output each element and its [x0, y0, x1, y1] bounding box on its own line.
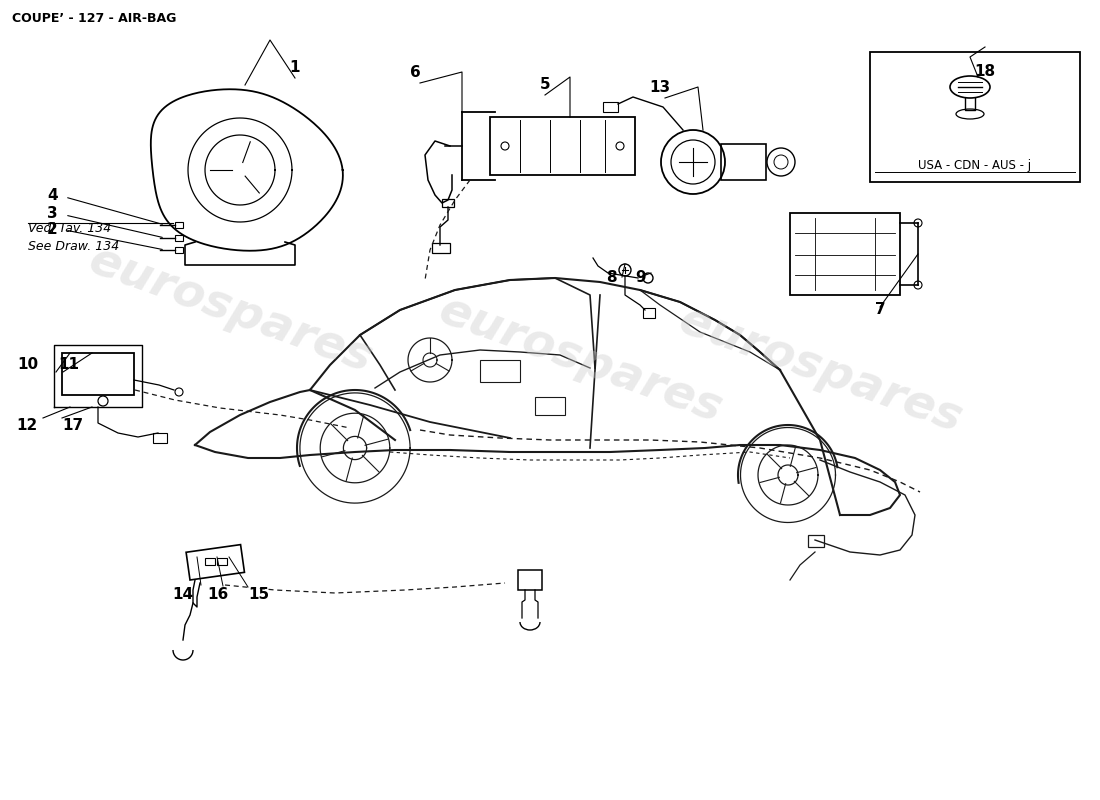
Text: 1: 1 [289, 60, 300, 75]
Bar [432, 243, 450, 253]
Text: 12: 12 [16, 418, 38, 433]
Bar [603, 102, 618, 112]
Bar [186, 545, 244, 580]
Text: Vedi Tav. 134: Vedi Tav. 134 [28, 222, 111, 235]
Text: See Draw. 134: See Draw. 134 [28, 240, 119, 253]
Text: eurospares: eurospares [432, 288, 728, 432]
Text: 8: 8 [606, 270, 617, 285]
Bar [205, 558, 214, 565]
Text: 18: 18 [975, 64, 996, 79]
Text: 10: 10 [16, 357, 38, 372]
Text: 3: 3 [47, 206, 57, 221]
Bar [442, 199, 454, 207]
Text: 16: 16 [208, 587, 229, 602]
Bar [175, 235, 183, 241]
Bar [808, 535, 824, 547]
Bar [153, 433, 167, 443]
Text: 2: 2 [47, 222, 57, 238]
Text: 13: 13 [649, 80, 671, 95]
Text: 17: 17 [62, 418, 84, 433]
Text: COUPE’ - 127 - AIR-BAG: COUPE’ - 127 - AIR-BAG [12, 12, 176, 25]
Bar [175, 222, 183, 228]
Bar [62, 353, 134, 395]
Text: 6: 6 [409, 65, 420, 80]
Bar [790, 213, 900, 295]
Bar [518, 570, 542, 590]
Bar [490, 117, 635, 175]
Bar [480, 360, 520, 382]
Bar [720, 144, 766, 180]
Text: 14: 14 [172, 587, 192, 602]
Bar [175, 247, 183, 253]
Bar [644, 308, 654, 318]
Text: 11: 11 [58, 357, 79, 372]
Text: eurospares: eurospares [672, 298, 968, 442]
Text: 9: 9 [635, 270, 646, 285]
Text: 4: 4 [47, 187, 57, 202]
Text: 7: 7 [874, 302, 886, 318]
Bar [217, 558, 227, 565]
Text: eurospares: eurospares [82, 238, 378, 382]
Text: USA - CDN - AUS - j: USA - CDN - AUS - j [918, 159, 1032, 172]
Text: 5: 5 [540, 77, 550, 92]
Bar [535, 397, 565, 415]
Text: 15: 15 [248, 587, 270, 602]
Bar [870, 52, 1080, 182]
